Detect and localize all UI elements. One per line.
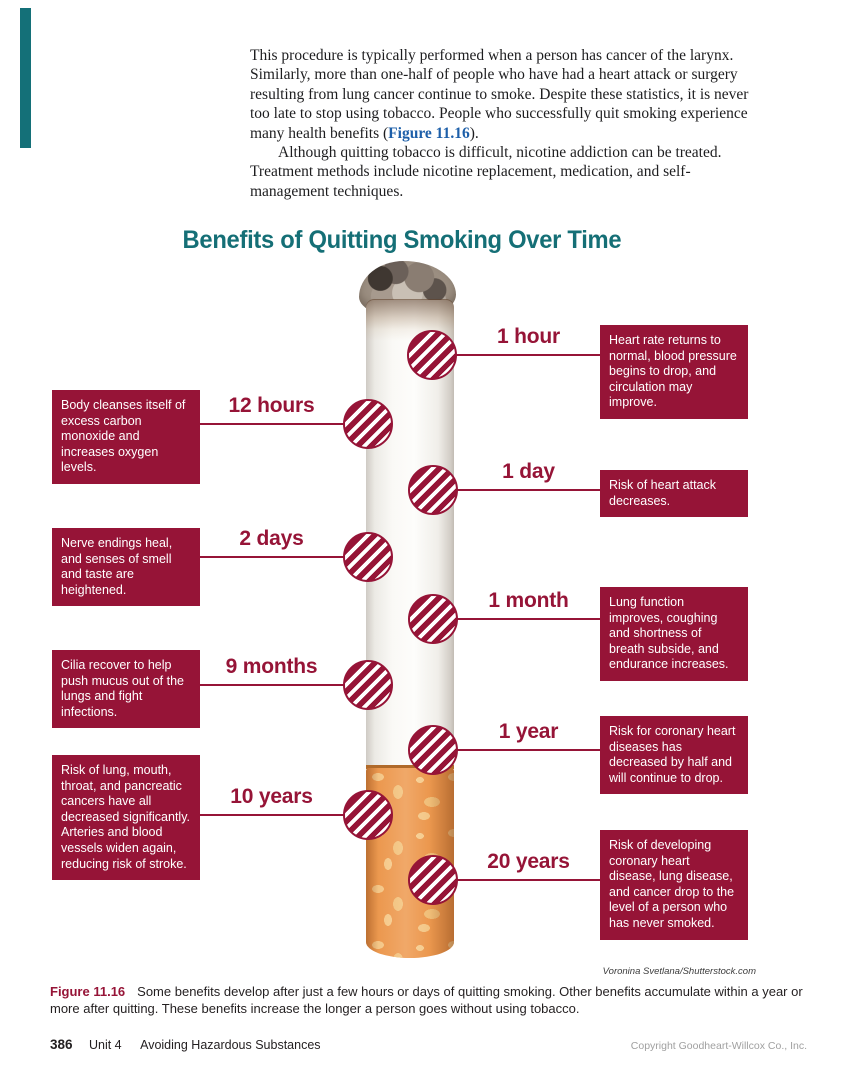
time-label: 1 day bbox=[502, 460, 555, 483]
striped-circle-marker-icon bbox=[343, 660, 393, 710]
intro-paragraph-2: Although quitting tobacco is difficult, … bbox=[250, 144, 722, 200]
intro-paragraph-1-text: This procedure is typically performed wh… bbox=[250, 47, 749, 142]
connector-line bbox=[200, 556, 368, 558]
striped-circle-marker-icon bbox=[408, 855, 458, 905]
striped-circle-marker-icon bbox=[408, 594, 458, 644]
striped-circle-marker-icon bbox=[407, 330, 457, 380]
connector-line bbox=[200, 814, 368, 816]
connector-line bbox=[200, 423, 368, 425]
unit-edge-tab bbox=[20, 8, 31, 148]
time-label: 1 hour bbox=[497, 325, 560, 348]
intro-paragraph-1: This procedure is typically performed wh… bbox=[250, 46, 764, 143]
benefit-box: Nerve endings heal, and senses of smell … bbox=[52, 528, 200, 607]
benefit-box: Body cleanses itself of excess carbon mo… bbox=[52, 390, 200, 484]
time-label: 20 years bbox=[487, 850, 570, 873]
time-label: 1 year bbox=[498, 720, 559, 743]
figure-title: Benefits of Quitting Smoking Over Time bbox=[182, 226, 621, 254]
striped-circle-marker-icon bbox=[408, 465, 458, 515]
figure-caption-text: Some benefits develop after just a few h… bbox=[50, 984, 803, 1016]
connector-line bbox=[432, 618, 600, 620]
striped-circle-marker-icon bbox=[408, 725, 458, 775]
time-label: 2 days bbox=[239, 527, 304, 550]
figure-caption-label: Figure 11.16 bbox=[50, 984, 126, 999]
benefit-box: Risk for coronary heart diseases has dec… bbox=[600, 716, 748, 795]
unit-title: Avoiding Hazardous Substances bbox=[140, 1038, 321, 1052]
connector-line bbox=[432, 354, 600, 356]
benefit-box: Lung function improves, coughing and sho… bbox=[600, 587, 748, 681]
striped-circle-marker-icon bbox=[343, 790, 393, 840]
benefit-box: Risk of lung, mouth, throat, and pancrea… bbox=[52, 755, 200, 881]
unit-label: Unit 4 bbox=[88, 1038, 122, 1052]
time-label: 10 years bbox=[230, 785, 313, 808]
page-footer: 386 Unit 4 Avoiding Hazardous Substances… bbox=[50, 1036, 807, 1054]
connector-line bbox=[200, 684, 368, 686]
copyright-notice: Copyright Goodheart-Willcox Co., Inc. bbox=[630, 1040, 807, 1052]
footer-left: 386 Unit 4 Avoiding Hazardous Substances bbox=[50, 1036, 321, 1054]
intro-text-block: This procedure is typically performed wh… bbox=[250, 46, 764, 201]
figure-caption: Figure 11.16 Some benefits develop after … bbox=[50, 983, 806, 1017]
intro-paragraph-1-close: ). bbox=[469, 124, 479, 142]
cigarette-filter-seam bbox=[366, 765, 454, 769]
connector-line bbox=[432, 879, 600, 881]
time-label: 1 month bbox=[488, 589, 569, 612]
connector-line bbox=[432, 749, 600, 751]
benefit-box: Risk of heart attack decreases. bbox=[600, 470, 748, 518]
striped-circle-marker-icon bbox=[343, 399, 393, 449]
benefit-box: Heart rate returns to normal, blood pres… bbox=[600, 325, 748, 419]
benefit-box: Risk of developing coronary heart diseas… bbox=[600, 830, 748, 940]
time-label: 12 hours bbox=[228, 394, 315, 417]
benefit-box: Cilia recover to help push mucus out of … bbox=[52, 650, 200, 729]
photo-credit: Voronina Svetlana/Shutterstock.com bbox=[602, 966, 756, 977]
page-number: 386 bbox=[50, 1037, 73, 1052]
connector-line bbox=[432, 489, 600, 491]
time-label: 9 months bbox=[225, 655, 318, 678]
striped-circle-marker-icon bbox=[343, 532, 393, 582]
figure-reference-link[interactable]: Figure 11.16 bbox=[388, 124, 470, 142]
